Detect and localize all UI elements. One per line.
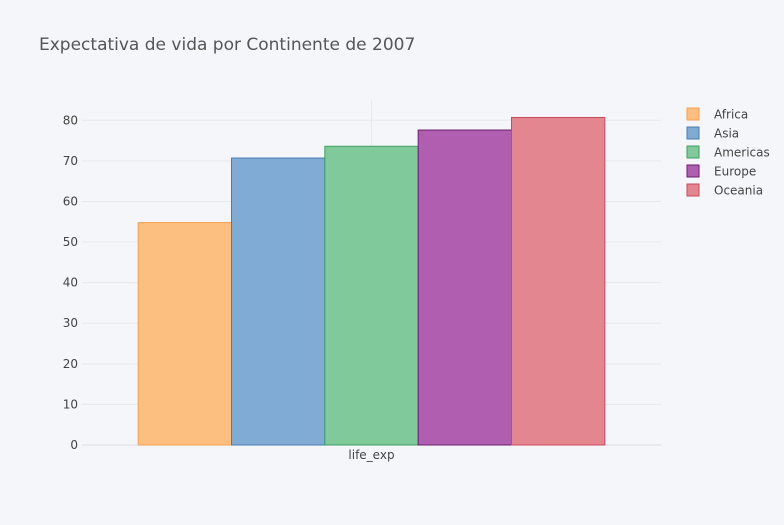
axis-layer: 0 10 20 30 40 50 60 70 80 life_exp	[63, 113, 395, 462]
legend-label: Asia	[714, 127, 739, 141]
y-tick-label: 20	[63, 357, 78, 371]
y-tick-label: 50	[63, 235, 78, 249]
legend-swatch	[686, 126, 700, 140]
bar-americas[interactable]	[324, 145, 419, 446]
legend-swatch	[686, 164, 700, 178]
legend-label: Oceania	[714, 184, 763, 198]
legend-label: Africa	[714, 108, 748, 122]
bar-layer	[137, 116, 606, 446]
bar-europe[interactable]	[417, 129, 513, 446]
legend-label: Europe	[714, 165, 756, 179]
legend-swatch	[686, 145, 700, 159]
legend-label: Americas	[714, 146, 770, 160]
y-tick-label: 40	[63, 276, 78, 290]
legend[interactable]: Africa Asia Americas Europe Oceania	[686, 107, 770, 198]
legend-swatch	[686, 183, 700, 197]
y-tick-label: 10	[63, 397, 78, 411]
legend-swatch	[686, 107, 700, 121]
chart-title: Expectativa de vida por Continente de 20…	[39, 35, 415, 55]
y-tick-label: 80	[63, 113, 78, 127]
legend-item-oceania[interactable]: Oceania	[686, 183, 763, 198]
y-tick-label: 70	[63, 154, 78, 168]
bar-africa[interactable]	[137, 222, 232, 446]
legend-item-europe[interactable]: Europe	[686, 164, 756, 179]
legend-item-asia[interactable]: Asia	[686, 126, 739, 141]
legend-item-americas[interactable]: Americas	[686, 145, 770, 160]
y-tick-label: 30	[63, 316, 78, 330]
bar-oceania[interactable]	[511, 116, 606, 446]
y-tick-label: 0	[70, 438, 78, 452]
bar-asia[interactable]	[230, 157, 326, 446]
y-tick-label: 60	[63, 194, 78, 208]
legend-item-africa[interactable]: Africa	[686, 107, 748, 122]
x-tick-label: life_exp	[348, 448, 394, 462]
